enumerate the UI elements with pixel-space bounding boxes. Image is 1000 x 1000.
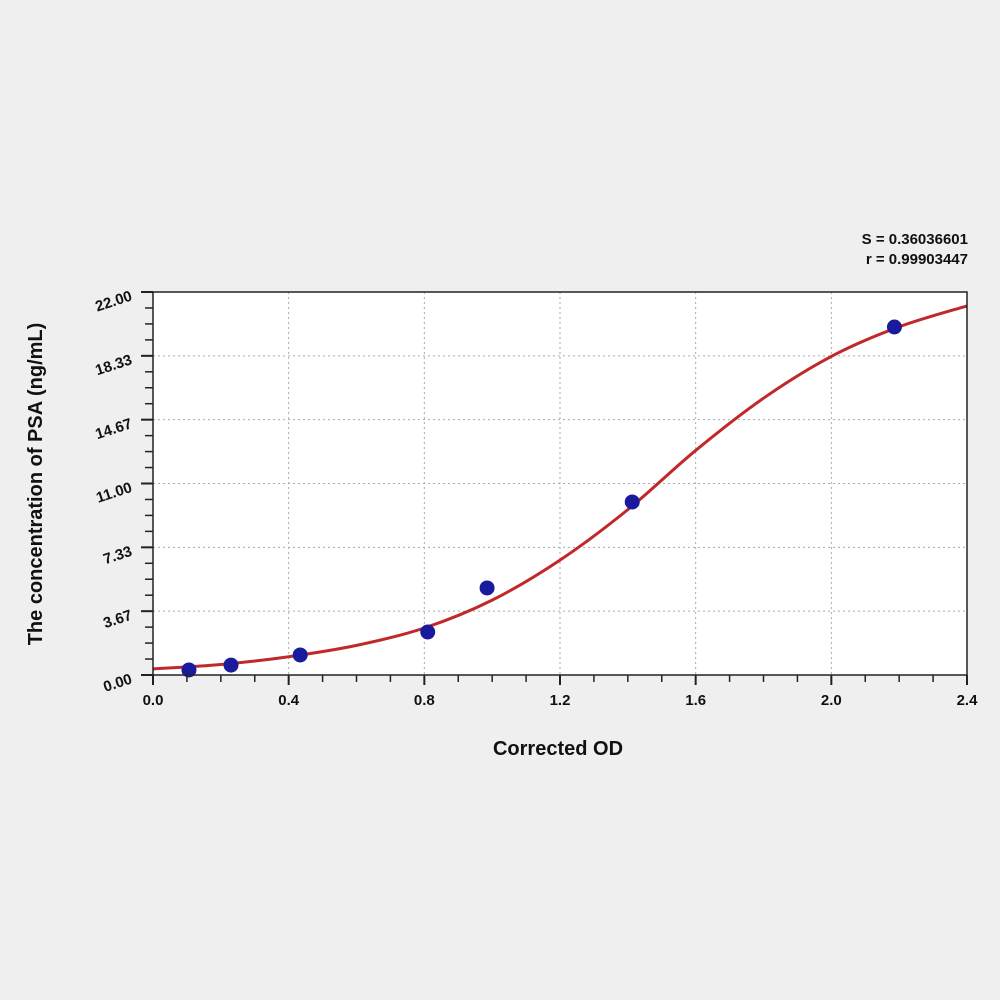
y-tick-label: 0.00: [101, 671, 134, 696]
x-tick-label: 1.6: [685, 692, 706, 709]
r-statistic: r = 0.99903447: [865, 251, 968, 268]
x-tick-label: 0.4: [278, 692, 300, 709]
data-point: [223, 657, 239, 673]
axis-ticks: [141, 291, 968, 685]
data-point: [479, 580, 495, 596]
x-tick-label: 0.8: [414, 692, 435, 709]
data-point: [292, 647, 308, 663]
data-point: [181, 662, 197, 678]
y-tick-label: 7.33: [101, 543, 134, 568]
x-tick-labels: 0.0 0.4 0.8 1.2 1.6 2.0 2.4: [143, 692, 979, 709]
s-statistic: S = 0.36036601: [861, 231, 968, 248]
y-axis-label: The concentration of PSA (ng/mL): [25, 323, 47, 646]
y-tick-labels: 0.00 3.67 7.33 11.00 14.67 18.33 22.00: [93, 288, 134, 696]
data-point: [886, 319, 902, 335]
data-point: [624, 494, 640, 510]
y-tick-label: 3.67: [101, 607, 134, 632]
y-tick-label: 14.67: [93, 415, 134, 443]
plot-frame: [152, 291, 968, 676]
data-point: [420, 624, 436, 640]
y-tick-label: 22.00: [93, 288, 134, 316]
x-tick-label: 0.0: [143, 692, 164, 709]
x-tick-label: 1.2: [550, 692, 571, 709]
y-tick-label: 11.00: [94, 479, 134, 507]
x-tick-label: 2.0: [821, 692, 842, 709]
fit-curve: [152, 304, 968, 671]
x-tick-label: 2.4: [957, 692, 979, 709]
y-tick-label: 18.33: [93, 351, 134, 379]
data-points: [181, 319, 902, 678]
grid: [153, 292, 967, 675]
x-axis-label: Corrected OD: [493, 738, 623, 760]
